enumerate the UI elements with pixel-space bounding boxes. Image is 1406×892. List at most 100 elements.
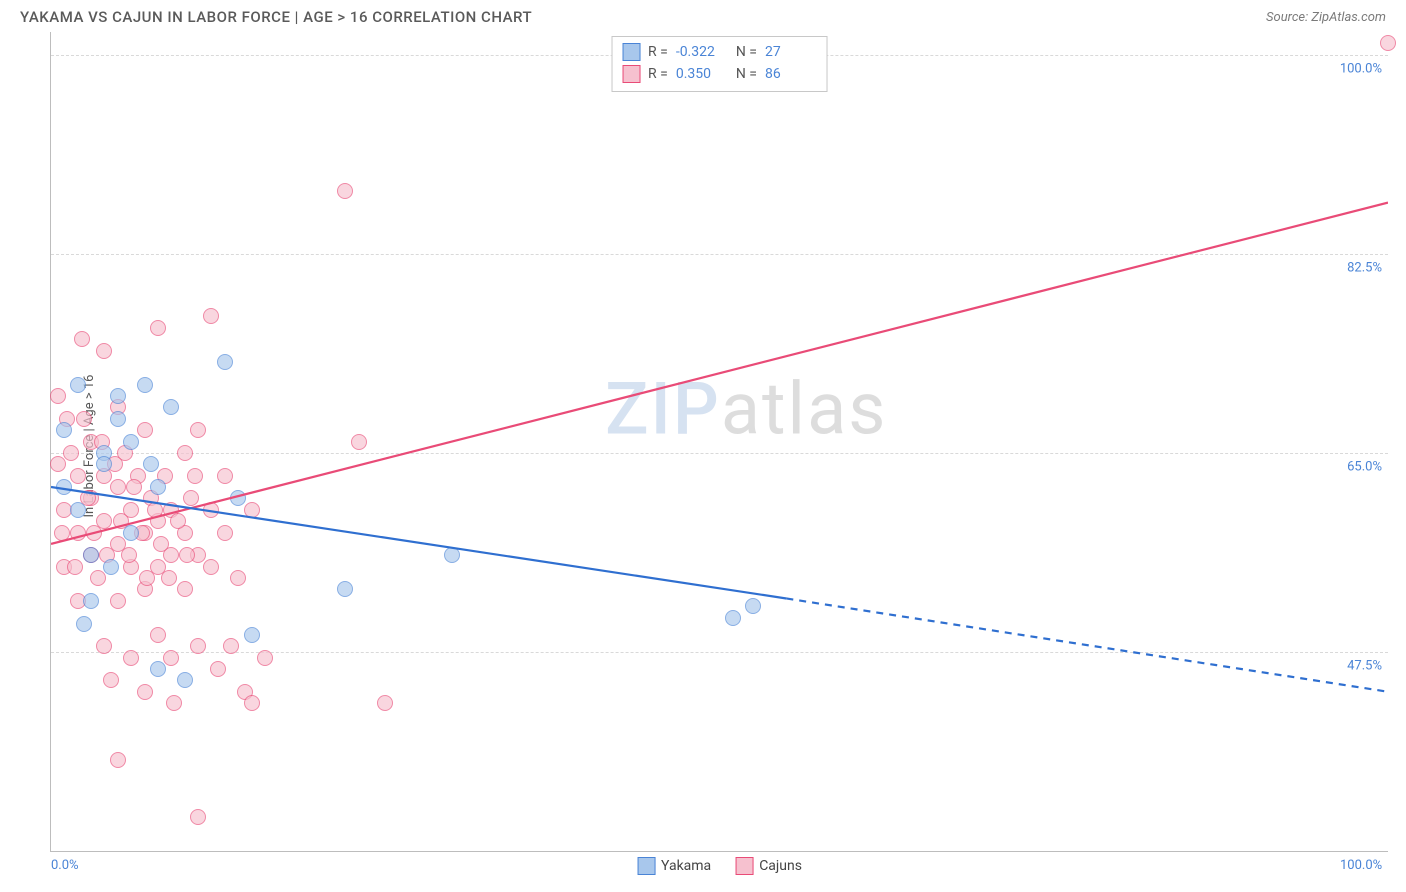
n-value: 86 xyxy=(765,66,817,82)
data-point xyxy=(150,661,166,677)
data-point xyxy=(90,570,106,586)
chart-area: ZIPatlas 47.5%65.0%82.5%100.0% R =-0.322… xyxy=(50,32,1388,852)
data-point xyxy=(96,638,112,654)
gridline xyxy=(51,652,1388,653)
legend-label: Cajuns xyxy=(759,858,802,874)
data-point xyxy=(86,525,102,541)
pink-swatch-icon xyxy=(622,65,640,83)
y-tick-label: 100.0% xyxy=(1340,61,1382,76)
data-point xyxy=(377,695,393,711)
data-point xyxy=(183,490,199,506)
series-legend: Yakama Cajuns xyxy=(637,857,802,875)
data-point xyxy=(203,559,219,575)
data-point xyxy=(70,377,86,393)
data-point xyxy=(83,547,99,563)
source-label: Source: ZipAtlas.com xyxy=(1266,10,1386,25)
data-point xyxy=(177,581,193,597)
data-point xyxy=(126,479,142,495)
data-point xyxy=(351,434,367,450)
data-point xyxy=(137,422,153,438)
data-point xyxy=(70,468,86,484)
legend-label: Yakama xyxy=(661,858,711,874)
data-point xyxy=(56,422,72,438)
data-point xyxy=(70,502,86,518)
correlation-legend: R =-0.322N =27R =0.350N =86 xyxy=(611,36,828,92)
data-point xyxy=(223,638,239,654)
data-point xyxy=(103,559,119,575)
data-point xyxy=(1380,35,1396,51)
watermark: ZIPatlas xyxy=(605,366,887,451)
data-point xyxy=(745,598,761,614)
data-point xyxy=(163,650,179,666)
data-point xyxy=(50,388,66,404)
data-point xyxy=(76,411,92,427)
data-point xyxy=(83,593,99,609)
data-point xyxy=(230,490,246,506)
y-tick-label: 65.0% xyxy=(1347,459,1382,474)
x-tick-label: 0.0% xyxy=(51,858,79,873)
data-point xyxy=(153,536,169,552)
data-point xyxy=(137,377,153,393)
data-point xyxy=(63,445,79,461)
data-point xyxy=(179,547,195,563)
n-label: N = xyxy=(736,66,757,82)
data-point xyxy=(337,581,353,597)
n-label: N = xyxy=(736,44,757,60)
legend-item: Yakama xyxy=(637,857,711,875)
data-point xyxy=(244,695,260,711)
data-point xyxy=(257,650,273,666)
data-point xyxy=(187,468,203,484)
data-point xyxy=(70,525,86,541)
blue-swatch-icon xyxy=(622,43,640,61)
data-point xyxy=(203,502,219,518)
gridline xyxy=(51,453,1388,454)
data-point xyxy=(230,570,246,586)
data-point xyxy=(123,434,139,450)
blue-swatch-icon xyxy=(637,857,655,875)
data-point xyxy=(110,411,126,427)
data-point xyxy=(244,627,260,643)
data-point xyxy=(150,627,166,643)
data-point xyxy=(203,308,219,324)
data-point xyxy=(96,343,112,359)
data-point xyxy=(50,456,66,472)
data-point xyxy=(725,610,741,626)
data-point xyxy=(139,570,155,586)
y-tick-label: 82.5% xyxy=(1347,260,1382,275)
data-point xyxy=(150,320,166,336)
data-point xyxy=(110,388,126,404)
data-point xyxy=(147,502,163,518)
data-point xyxy=(76,616,92,632)
data-point xyxy=(244,502,260,518)
data-point xyxy=(110,593,126,609)
data-point xyxy=(190,638,206,654)
data-point xyxy=(96,456,112,472)
chart-title: YAKAMA VS CAJUN IN LABOR FORCE | AGE > 1… xyxy=(20,8,532,26)
data-point xyxy=(137,684,153,700)
data-point xyxy=(110,479,126,495)
data-point xyxy=(67,559,83,575)
y-tick-label: 47.5% xyxy=(1347,658,1382,673)
x-tick-label: 100.0% xyxy=(1340,858,1382,873)
data-point xyxy=(177,445,193,461)
data-point xyxy=(56,479,72,495)
gridline xyxy=(51,254,1388,255)
data-point xyxy=(210,661,226,677)
data-point xyxy=(74,331,90,347)
legend-item: Cajuns xyxy=(735,857,802,875)
r-value: -0.322 xyxy=(676,44,728,60)
data-point xyxy=(150,479,166,495)
data-point xyxy=(123,650,139,666)
data-point xyxy=(161,570,177,586)
data-point xyxy=(54,525,70,541)
data-point xyxy=(217,525,233,541)
data-point xyxy=(217,468,233,484)
n-value: 27 xyxy=(765,44,817,60)
data-point xyxy=(123,525,139,541)
regression-lines xyxy=(51,32,1388,851)
pink-swatch-icon xyxy=(735,857,753,875)
data-point xyxy=(143,456,159,472)
data-point xyxy=(217,354,233,370)
data-point xyxy=(190,809,206,825)
data-point xyxy=(166,695,182,711)
